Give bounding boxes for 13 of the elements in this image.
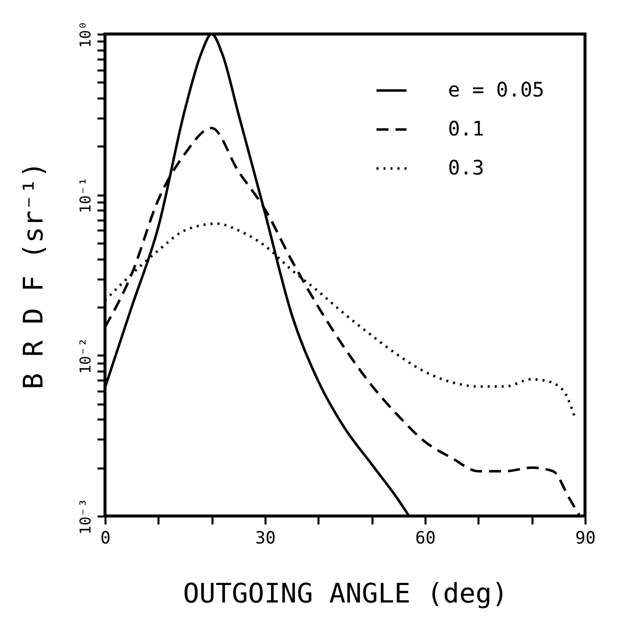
y-tick-label: 10⁻² <box>76 338 94 374</box>
x-tick-label: 60 <box>415 528 436 548</box>
y-axis-title: B R D F (sr⁻¹) <box>18 162 50 390</box>
y-tick-label: 10⁻¹ <box>76 177 94 214</box>
x-tick-label: 0 <box>100 528 111 548</box>
x-tick-label: 90 <box>575 528 596 548</box>
legend-label: e = 0.05 <box>448 78 544 102</box>
x-axis-title: OUTGOING ANGLE (deg) <box>182 578 508 610</box>
legend-label: 0.3 <box>448 156 484 180</box>
y-tick-label: 10⁰ <box>76 20 94 48</box>
y-tick-label: 10⁻³ <box>76 498 94 535</box>
x-tick-label: 30 <box>255 528 276 548</box>
legend-label: 0.1 <box>448 116 484 140</box>
